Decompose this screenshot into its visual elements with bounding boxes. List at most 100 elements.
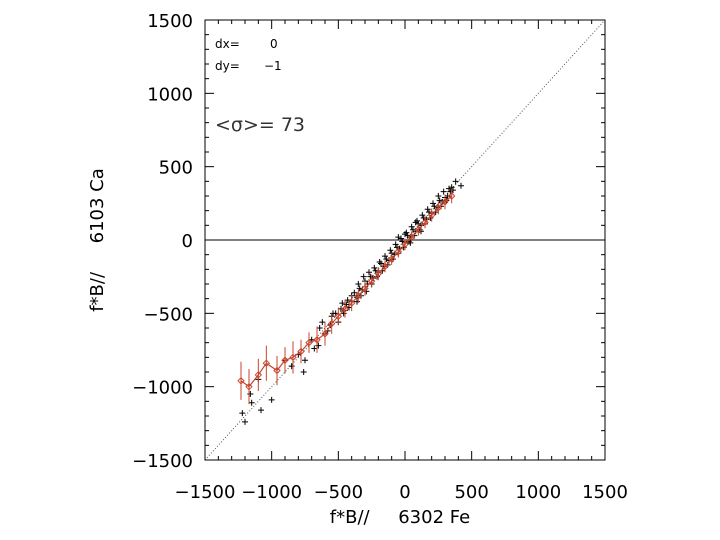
scatter-point	[458, 182, 464, 189]
scatter-point	[360, 273, 367, 280]
binned-mean-marker	[387, 255, 396, 263]
y-tick-label: 0	[182, 231, 193, 252]
scatter-point	[268, 396, 275, 403]
binned-mean-marker	[414, 226, 423, 234]
scatter-point	[378, 260, 384, 267]
x-tick-label: −1000	[241, 482, 302, 503]
scatter-point	[447, 188, 454, 195]
binned-mean-marker	[327, 319, 336, 328]
binned-mean-marker	[401, 240, 409, 249]
scatter-point	[351, 289, 358, 296]
scatter-point	[382, 253, 388, 260]
scatter-point	[403, 229, 410, 236]
binned-mean-marker	[347, 299, 356, 307]
scatter-point	[420, 215, 427, 221]
scatter-point	[450, 187, 456, 194]
scatter-point	[288, 363, 295, 370]
scatter-point	[338, 305, 344, 312]
binned-mean-marker	[297, 347, 305, 356]
axis-ticks	[204, 19, 606, 461]
scatter-point	[302, 357, 308, 364]
binned-mean-marker	[237, 377, 245, 385]
binned-mean-marker	[262, 359, 271, 367]
binned-mean-marker	[441, 198, 449, 206]
binned-mean-marker	[245, 382, 253, 391]
scatter-point	[394, 244, 400, 251]
binned-mean-marker	[361, 284, 369, 293]
scatter-point	[258, 407, 264, 414]
y-tick-labels: −1500 −1000 −500 0 500 1000 1500	[132, 11, 193, 472]
dy-label: dy=	[215, 59, 240, 73]
binned-mean-marker	[321, 330, 329, 338]
binned-mean-marker	[434, 204, 443, 212]
scatter-point	[366, 269, 372, 276]
y-tick-label: 1500	[147, 11, 193, 32]
scatter-point	[392, 241, 399, 248]
binned-mean-marker	[341, 305, 349, 313]
binned-mean-marker	[281, 356, 289, 364]
scatter-point	[367, 273, 374, 280]
binned-mean-marker	[381, 262, 389, 271]
y-tick-label: −1500	[132, 451, 193, 472]
scatter-point	[412, 219, 419, 226]
binned-mean-marker	[273, 366, 281, 375]
binned-mean-marker	[313, 336, 321, 344]
x-axis-label: f*B// 6302 Fe	[330, 507, 470, 528]
binned-mean-marker	[289, 353, 297, 362]
scatter-point	[319, 319, 326, 326]
binned-mean-marker	[254, 371, 263, 379]
scatter-point	[446, 185, 452, 192]
x-tick-labels: −1500 −1000 −500 0 500 1000 1500	[175, 482, 628, 503]
x-tick-label: 1500	[582, 482, 628, 503]
dy-value: −1	[264, 59, 282, 73]
scatter-point	[242, 418, 248, 425]
binned-mean-marker	[421, 218, 429, 227]
x-tick-label: −1500	[175, 482, 236, 503]
scatter-point	[354, 298, 360, 305]
binned-mean-marker	[374, 270, 383, 278]
y-tick-label: −500	[144, 304, 193, 325]
scatter-point	[344, 297, 351, 304]
dx-value: 0	[270, 37, 278, 51]
binned-mean-marker	[447, 192, 456, 200]
binned-mean-line	[240, 195, 453, 388]
binned-mean-marker	[354, 292, 363, 300]
x-tick-label: 0	[399, 482, 410, 503]
scatter-point	[300, 369, 307, 375]
scatter-point	[440, 188, 447, 195]
scatter-point	[311, 345, 318, 352]
binned-mean-marker	[305, 338, 313, 347]
y-tick-label: 500	[159, 158, 193, 179]
binned-mean-series	[237, 188, 456, 405]
scatter-point	[343, 301, 350, 308]
dx-label: dx=	[215, 37, 240, 51]
scatter-point	[387, 247, 394, 254]
scatter-point	[315, 342, 322, 349]
y-axis-label: f*B// 6103 Ca	[87, 168, 108, 312]
scatter-point	[435, 193, 442, 199]
y-tick-label: −1000	[132, 378, 193, 399]
scatter-point	[330, 310, 336, 317]
sigma-annotation: <σ>= 73	[215, 114, 305, 136]
x-tick-label: −500	[314, 482, 363, 503]
scatter-point	[371, 264, 378, 271]
scatter-point	[402, 231, 408, 238]
scatter-point	[239, 410, 246, 417]
binned-mean-marker	[334, 312, 343, 320]
scatter-point	[398, 235, 404, 242]
scatter-point	[436, 197, 443, 204]
scatter-point	[316, 325, 323, 331]
scatter-point	[414, 217, 420, 224]
scatter-point	[419, 212, 426, 219]
binned-mean-marker	[427, 211, 436, 219]
scatter-point	[376, 259, 383, 265]
y-tick-label: 1000	[147, 84, 193, 105]
scatter-point	[247, 391, 254, 397]
scatter-point	[408, 223, 415, 230]
scatter-point	[339, 300, 346, 307]
scatter-point	[248, 399, 255, 406]
scatter-point	[452, 178, 459, 185]
scatter-point	[444, 193, 451, 199]
binned-mean-marker	[407, 233, 416, 241]
